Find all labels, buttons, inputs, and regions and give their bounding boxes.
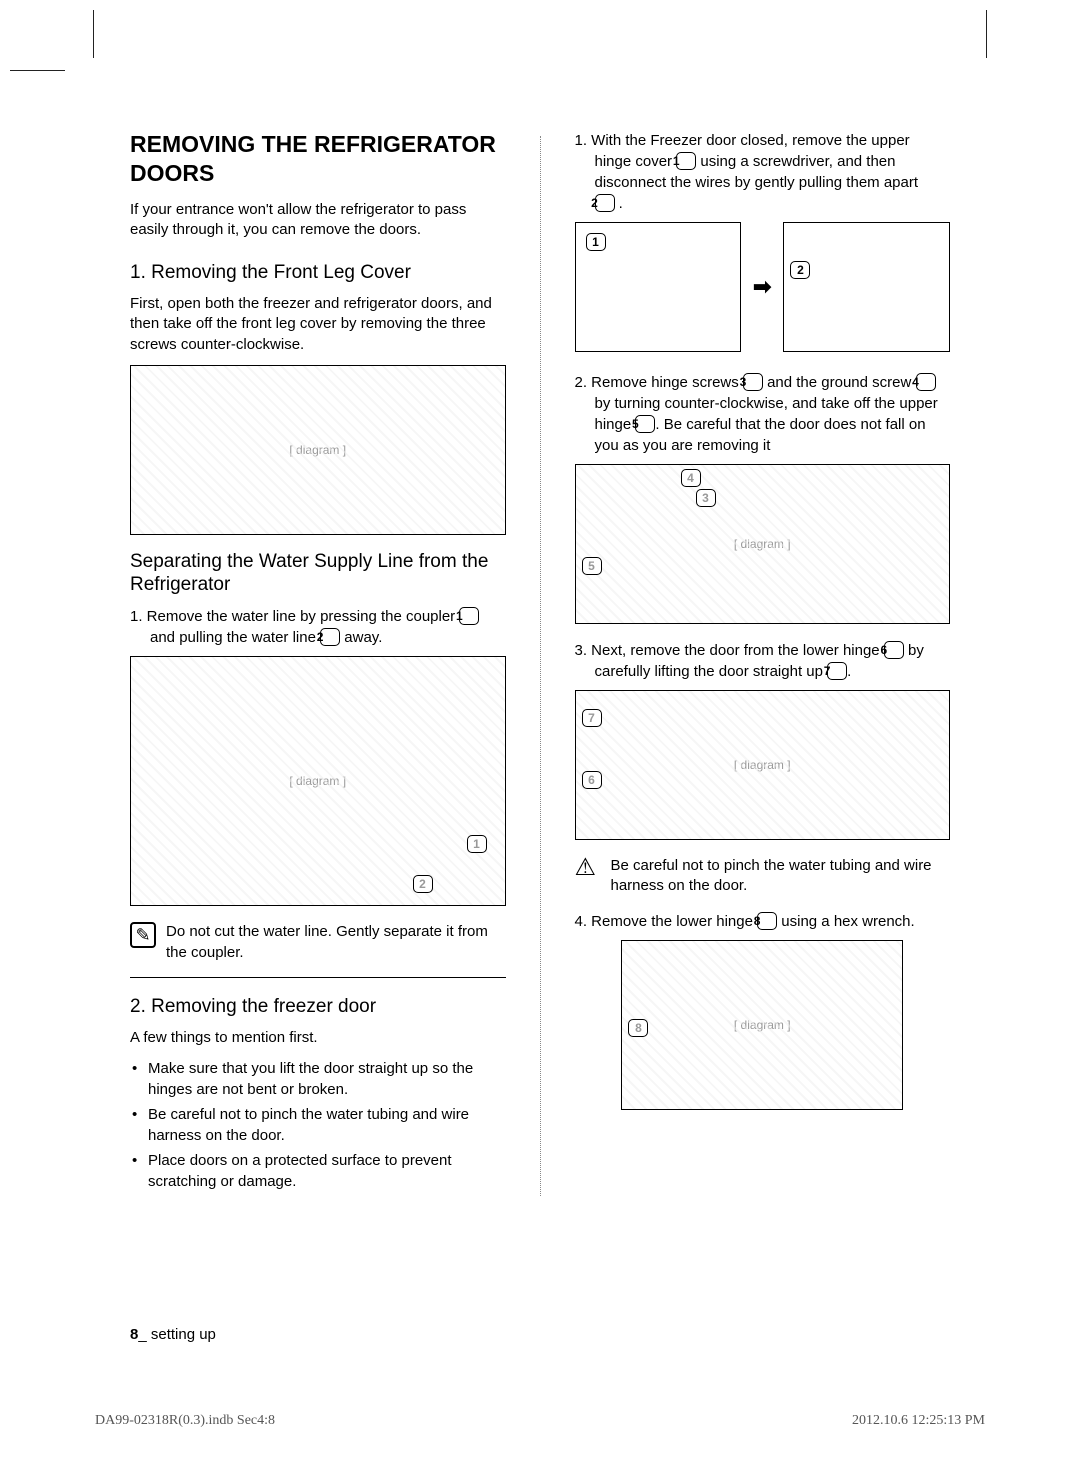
print-footer: DA99-02318R(0.3).indb Sec4:8 2012.10.6 1… (95, 1413, 985, 1429)
caution-pinch: ⚠ Be careful not to pinch the water tubi… (575, 856, 951, 897)
diagram-water-line: [ diagram ] 1 2 (130, 656, 506, 906)
print-doc-id: DA99-02318R(0.3).indb Sec4:8 (95, 1413, 275, 1429)
callout-1: 1 (676, 152, 696, 170)
callout-2: 2 (595, 194, 615, 212)
diagram-hinge-cover: 1 ➡ 2 (575, 222, 951, 352)
step-text: 3. Next, remove the door from the lower … (575, 640, 951, 682)
bullet-list: Make sure that you lift the door straigh… (130, 1058, 506, 1192)
body-text: First, open both the freezer and refrige… (130, 294, 506, 355)
list-item: Make sure that you lift the door straigh… (130, 1058, 506, 1100)
diagram-front-leg-cover: [ diagram ] (130, 365, 506, 535)
callout-4: 4 (916, 373, 936, 391)
page-content: REMOVING THE REFRIGERATOR DOORS If your … (130, 130, 950, 1339)
callout-1: 1 (459, 607, 479, 625)
note-text: Do not cut the water line. Gently separa… (166, 922, 506, 963)
step-text: 1. Remove the water line by pressing the… (130, 606, 506, 648)
diagram-upper-hinge: [ diagram ] 4 3 5 (575, 464, 951, 624)
warning-icon: ⚠ (575, 856, 601, 880)
callout-3: 3 (696, 489, 716, 507)
list-item: Be careful not to pinch the water tubing… (130, 1104, 506, 1146)
arrow-icon: ➡ (753, 274, 771, 300)
crop-mark (93, 10, 94, 58)
callout-1: 1 (586, 233, 606, 251)
note-icon: ✎ (130, 922, 156, 948)
callout-2: 2 (413, 875, 433, 893)
column-separator (540, 136, 541, 1196)
diagram-hex-wrench: [ diagram ] 8 (621, 940, 903, 1110)
list-item: Place doors on a protected surface to pr… (130, 1150, 506, 1192)
diagram-panel: 1 (575, 222, 742, 352)
subheading-water-line: Separating the Water Supply Line from th… (130, 551, 506, 597)
diagram-lower-hinge-lift: [ diagram ] 7 6 (575, 690, 951, 840)
print-timestamp: 2012.10.6 12:25:13 PM (852, 1413, 985, 1429)
crop-mark (986, 10, 987, 58)
callout-5: 5 (582, 557, 602, 575)
callout-2: 2 (790, 261, 810, 279)
subheading-freezer-door: 2. Removing the freezer door (130, 996, 506, 1018)
callout-8: 8 (757, 912, 777, 930)
callout-2: 2 (320, 628, 340, 646)
divider (130, 977, 506, 978)
step-text: 1. With the Freezer door closed, remove … (575, 130, 951, 214)
caution-text: Be careful not to pinch the water tubing… (611, 856, 951, 897)
crop-mark (10, 70, 65, 71)
callout-3: 3 (743, 373, 763, 391)
diagram-panel: 2 (783, 222, 950, 352)
subheading-front-leg: 1. Removing the Front Leg Cover (130, 262, 506, 284)
step-text: 4. Remove the lower hinge 8 using a hex … (575, 911, 951, 932)
note-do-not-cut: ✎ Do not cut the water line. Gently sepa… (130, 922, 506, 963)
callout-6: 6 (884, 641, 904, 659)
body-text: A few things to mention first. (130, 1028, 506, 1048)
right-column: 1. With the Freezer door closed, remove … (575, 130, 951, 1196)
callout-7: 7 (582, 709, 602, 727)
callout-4: 4 (681, 469, 701, 487)
page-section-label: _ setting up (138, 1326, 216, 1343)
page-footer: 8_ setting up (130, 1326, 216, 1343)
callout-8: 8 (628, 1019, 648, 1037)
callout-5: 5 (635, 415, 655, 433)
callout-1: 1 (467, 835, 487, 853)
section-title: REMOVING THE REFRIGERATOR DOORS (130, 130, 506, 188)
left-column: REMOVING THE REFRIGERATOR DOORS If your … (130, 130, 506, 1196)
callout-6: 6 (582, 771, 602, 789)
step-text: 2. Remove hinge screws 3 and the ground … (575, 372, 951, 456)
callout-7: 7 (827, 662, 847, 680)
intro-text: If your entrance won't allow the refrige… (130, 200, 506, 241)
